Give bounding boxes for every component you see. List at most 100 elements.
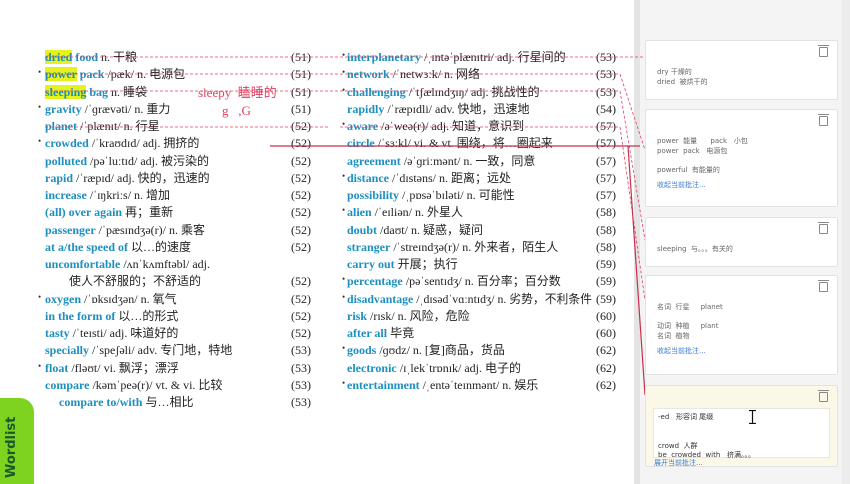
entry-term: after all	[347, 326, 388, 340]
trash-icon[interactable]	[818, 222, 829, 234]
entry-definition: /ˈdɪstəns/ n. 距离；远处	[389, 170, 511, 185]
entry-page-number: (58)	[596, 222, 616, 237]
comment-text: dry 干燥的	[657, 68, 692, 76]
entry-page-number: (53)	[291, 377, 311, 392]
entry-term: planet	[45, 119, 78, 133]
comment-card[interactable]: power 能量 pack 小包 power pack 电源包 powerful 有…	[645, 109, 838, 207]
trash-icon[interactable]	[818, 45, 829, 57]
bullet-icon: •	[38, 67, 42, 78]
entry-page-number: (52)	[291, 222, 311, 237]
entry-definition: /ˌpɒsəˈbɪləti/ n. 可能性	[399, 188, 515, 202]
wordlist-entry: challenging /ˈtʃælɪndʒɪŋ/ adj. 挑战性的	[347, 84, 540, 101]
entry-definition: /ˈɡrævəti/ n. 重力	[81, 101, 171, 116]
wordlist-entry: network /ˈnetwɜːk/ n. 网络	[347, 66, 480, 83]
entry-page-number: (51)	[291, 67, 311, 82]
comment-toggle-link[interactable]: 展开当前批注...	[654, 459, 703, 467]
entry-term: electronic	[347, 360, 397, 375]
text-cursor-icon	[749, 409, 756, 425]
entry-page-number: (54)	[596, 101, 616, 116]
wordlist-entry: uncomfortable /ʌnˈkʌmftəbl/ adj.	[45, 256, 210, 273]
entry-definition: /ˌentəˈteɪnmənt/ n. 娱乐	[419, 377, 539, 392]
wordlist-entry: tasty /ˈteɪsti/ adj. 味道好的	[45, 325, 178, 342]
scrollbar[interactable]	[842, 0, 850, 484]
entry-term: challenging	[347, 84, 406, 99]
wordlist-entry: entertainment /ˌentəˈteɪnmənt/ n. 娱乐	[347, 377, 538, 394]
bullet-icon: •	[342, 205, 346, 216]
wordlist-entry: 使人不舒服的；不舒适的	[69, 273, 201, 290]
entry-page-number: (62)	[596, 377, 616, 392]
entry-term: network	[347, 67, 390, 82]
entry-term: compare to/with	[59, 395, 143, 409]
comment-card[interactable]: 名词 行星 planet 动词 种植 plant 名词 植物 收起当前批注...	[645, 275, 838, 375]
entry-term: pack	[76, 67, 105, 82]
entry-definition: /ɪˌlekˈtrɒnɪk/ adj. 电子的	[396, 360, 522, 375]
bullet-icon: •	[38, 136, 42, 147]
entry-page-number: (53)	[291, 360, 311, 375]
entry-definition: /daʊt/ n. 疑惑，疑问	[377, 222, 483, 237]
entry-definition: 以…的速度	[128, 239, 192, 254]
entry-definition: 再；重新	[122, 205, 174, 220]
entry-page-number: (57)	[596, 188, 616, 202]
entry-definition: /ˈstreɪndʒə(r)/ n. 外来者，陌生人	[390, 239, 559, 254]
entry-definition: /ˈsɜːkl/ vi. & vt. 围绕，将…圈起来	[374, 136, 553, 151]
bullet-icon: •	[342, 119, 346, 129]
entry-page-number: (62)	[596, 343, 616, 358]
entry-page-number: (51)	[291, 50, 311, 64]
entry-definition: n. 干粮	[98, 50, 138, 64]
entry-page-number: (52)	[291, 291, 311, 306]
entry-definition: /pəˈluːtɪd/ adj. 被污染的	[87, 153, 210, 168]
entry-definition: /ˈtʃælɪndʒɪŋ/ adj. 挑战性的	[405, 84, 540, 99]
entry-definition: /ˈplænɪt/ n. 行星	[77, 119, 160, 133]
entry-term: increase	[45, 188, 87, 202]
entry-term: stranger	[347, 239, 391, 254]
comment-toggle-link[interactable]: 收起当前批注...	[657, 181, 706, 189]
entry-definition: /ˈpæsɪndʒə(r)/ n. 乘客	[95, 222, 205, 237]
entry-term: food	[72, 50, 99, 64]
bullet-icon: •	[342, 377, 346, 388]
wordlist-entry: (all) over again 再；重新	[45, 204, 173, 221]
entry-term: oxygen	[45, 291, 81, 306]
wordlist-entry: at a/the speed of 以…的速度	[45, 239, 191, 256]
wordlist-entry: float /fləʊt/ vi. 飘浮；漂浮	[45, 360, 179, 377]
bullet-icon: •	[342, 343, 346, 354]
entry-page-number: (53)	[596, 67, 616, 82]
trash-icon[interactable]	[818, 114, 829, 126]
entry-term: float	[45, 360, 69, 375]
comment-card[interactable]: sleeping 与。。。有关的	[645, 217, 838, 267]
trash-icon[interactable]	[818, 390, 829, 402]
entry-definition: /ˈkraʊdɪd/ adj. 拥挤的	[88, 136, 200, 151]
entry-definition: /fləʊt/ vi. 飘浮；漂浮	[68, 360, 179, 375]
entry-page-number: (52)	[291, 326, 311, 340]
wordlist-entry: agreement /əˈɡriːmənt/ n. 一致，同意	[347, 153, 535, 170]
entry-page-number: (59)	[596, 257, 616, 271]
entry-definition: /pəˈsentɪdʒ/ n. 百分率；百分数	[402, 274, 561, 289]
comment-editor[interactable]: -ed 形容词 尾缀 crowd 人群 be crowded with 挤满。。。	[653, 408, 830, 459]
entry-definition: n. 睡袋	[108, 84, 148, 99]
entry-definition: /pæk/ n. 电源包	[104, 67, 186, 82]
wordlist-entry: sleeping bag n. 睡袋	[45, 84, 147, 101]
wordlist-entry: aware /əˈweə(r)/ adj. 知道，意识到	[347, 118, 524, 135]
bullet-icon: •	[38, 291, 42, 302]
entry-term: in the form of	[45, 308, 116, 323]
entry-page-number: (60)	[596, 326, 616, 340]
entry-term: polluted	[45, 153, 88, 168]
comment-card[interactable]: -ed 形容词 尾缀 crowd 人群 be crowded with 挤满。。。展…	[645, 385, 838, 467]
wordlist-entry: gravity /ˈɡrævəti/ n. 重力	[45, 101, 170, 118]
entry-term-highlight: dried	[45, 50, 73, 64]
entry-term: distance	[347, 170, 389, 185]
entry-definition: /kəmˈpeə(r)/ vt. & vi. 比较	[89, 377, 223, 392]
entry-definition: /ɡʊdz/ n. [复]商品，货品	[376, 343, 505, 358]
trash-icon[interactable]	[818, 280, 829, 292]
entry-page-number: (52)	[291, 308, 311, 323]
entry-definition: /əˈweə(r)/ adj. 知道，意识到	[378, 119, 525, 133]
entry-term: at a/the speed of	[45, 239, 128, 254]
wordlist-entry: interplanetary /ˌɪntəˈplænɪtri/ adj. 行星间…	[347, 49, 566, 66]
entry-page-number: (57)	[596, 136, 616, 151]
comment-toggle-link[interactable]: 收起当前批注...	[657, 347, 706, 355]
wordlist-entry: risk /rɪsk/ n. 风险，危险	[347, 308, 470, 325]
comment-card[interactable]: dry 干燥的 dried 被烘干的	[645, 40, 838, 100]
entry-term: carry out	[347, 257, 395, 271]
entry-term-highlight: power	[45, 67, 77, 82]
entry-definition: /ˈspeʃəli/ adv. 专门地，特地	[89, 343, 233, 358]
entry-page-number: (59)	[596, 274, 616, 289]
